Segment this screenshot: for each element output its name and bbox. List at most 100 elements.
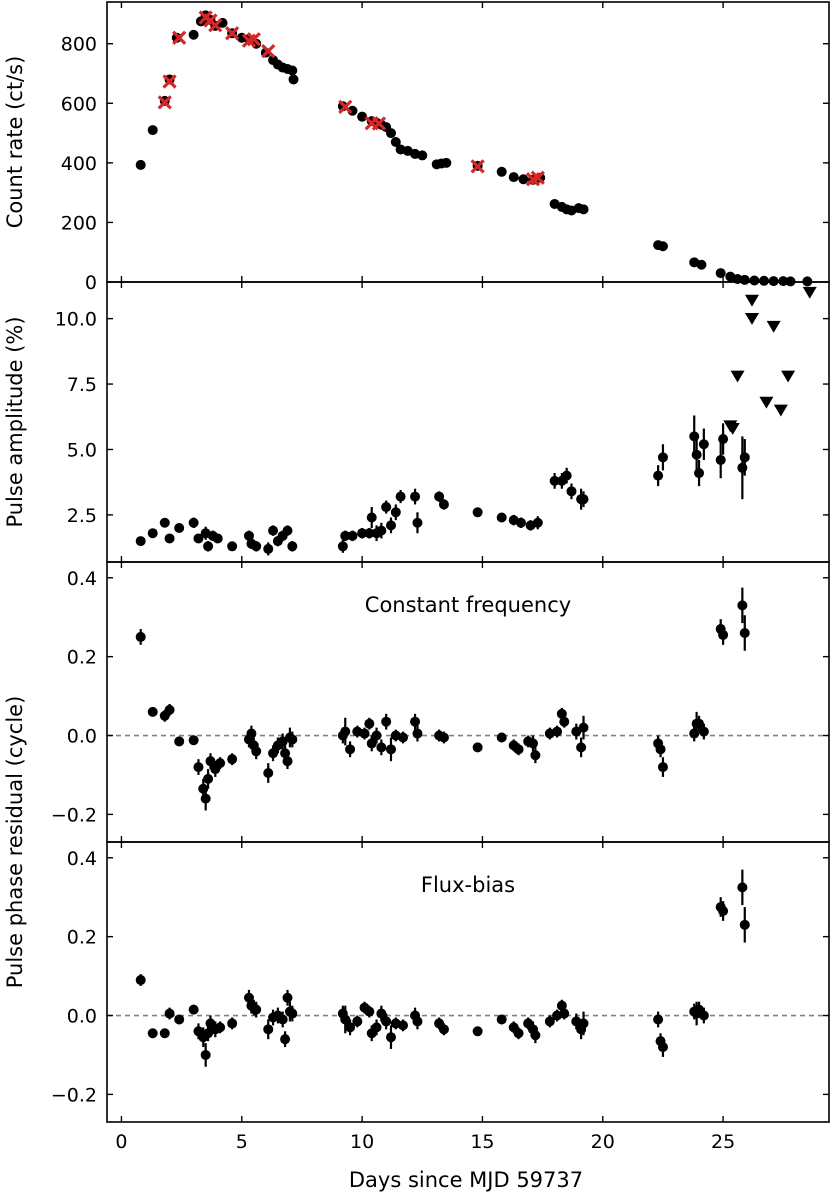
y-axis-label-phase-residual: Pulse phase residual (cycle) [3, 696, 27, 989]
data-point [268, 748, 279, 759]
series-2 [157, 10, 545, 187]
data-point [578, 722, 589, 733]
data-point [215, 1022, 226, 1033]
data-point [696, 259, 707, 270]
data-point [655, 744, 666, 755]
data-point [282, 525, 293, 536]
data-point [352, 1016, 363, 1027]
data-point [251, 1004, 262, 1015]
data-point [472, 507, 483, 518]
data-point [561, 470, 572, 481]
data-point [200, 1049, 211, 1060]
data-point [390, 137, 401, 147]
data-point-x [225, 26, 240, 41]
data-point [135, 536, 146, 547]
data-point [364, 528, 375, 539]
data-point [508, 172, 519, 183]
data-point [280, 1034, 291, 1045]
data-point [390, 507, 401, 518]
x-tick-label: 25 [711, 1131, 735, 1153]
data-point [549, 475, 560, 486]
data-point [200, 793, 211, 804]
y-tick-label: 0.0 [67, 726, 97, 748]
x-tick-label: 0 [115, 1131, 127, 1153]
data-point [410, 716, 421, 727]
data-point [227, 1018, 238, 1029]
series-1 [135, 869, 750, 1067]
data-point [657, 1042, 668, 1053]
data-point [227, 754, 238, 765]
data-point [657, 452, 668, 463]
data-point [193, 762, 204, 773]
data-point [739, 919, 750, 930]
data-point [164, 1008, 175, 1019]
data-point [287, 541, 298, 552]
data-point [410, 491, 421, 502]
data-point [385, 128, 396, 139]
data-point [472, 742, 483, 753]
y-tick-label: 0.4 [67, 848, 97, 870]
data-point [559, 716, 570, 727]
data-point [381, 502, 392, 513]
data-point [159, 1028, 170, 1039]
data-point [518, 174, 529, 185]
data-point [496, 732, 507, 743]
data-point [345, 744, 356, 755]
data-point [357, 528, 368, 539]
data-point [215, 758, 226, 769]
data-point [188, 29, 199, 40]
data-point [287, 65, 298, 76]
data-point-x [172, 30, 187, 45]
data-point [381, 1016, 392, 1027]
data-point [263, 543, 274, 554]
y-tick-label: 7.5 [67, 374, 97, 396]
data-point [251, 541, 262, 552]
data-point [171, 32, 182, 43]
data-point [527, 738, 538, 749]
data-point [513, 744, 524, 755]
y-tick-label: 5.0 [67, 439, 97, 461]
data-point [739, 627, 750, 638]
y-tick-label: 0.2 [67, 927, 97, 949]
data-point [282, 756, 293, 767]
data-point-x [371, 116, 387, 131]
data-point [694, 718, 705, 729]
panel-2: 2.5 5.0 7.5 10.0 [55, 281, 830, 563]
data-point [530, 750, 541, 761]
data-point [188, 517, 199, 528]
data-point [203, 773, 214, 784]
axes-frame [106, 841, 830, 1123]
data-point [653, 470, 664, 481]
data-point [251, 746, 262, 757]
data-point [164, 704, 175, 715]
data-point [371, 730, 382, 741]
axes-frame [106, 281, 830, 563]
series-1 [135, 10, 813, 287]
data-point [398, 1020, 409, 1031]
data-point [513, 1028, 524, 1039]
data-point [263, 767, 274, 778]
data-point [277, 1014, 288, 1025]
data-point [698, 726, 709, 737]
data-point [364, 1006, 375, 1017]
data-point [441, 157, 452, 168]
data-point [287, 734, 298, 745]
upper-limit-marker [802, 286, 817, 299]
upper-limit-marker [744, 313, 759, 325]
data-point [657, 762, 668, 773]
data-point-x [261, 44, 276, 59]
data-point [385, 744, 396, 755]
data-point [135, 975, 146, 986]
y-axis-label-pulse-amplitude: Pulse amplitude (%) [3, 316, 27, 527]
data-point [718, 434, 729, 445]
data-point [366, 738, 377, 749]
upper-limit-marker [766, 320, 781, 333]
y-tick-label: 2.5 [67, 505, 97, 527]
data-point [653, 1014, 664, 1025]
data-point [159, 517, 170, 528]
data-point-x [246, 32, 261, 47]
data-point [205, 756, 216, 767]
data-point [737, 600, 748, 611]
data-point [438, 499, 449, 510]
data-point [496, 512, 507, 523]
